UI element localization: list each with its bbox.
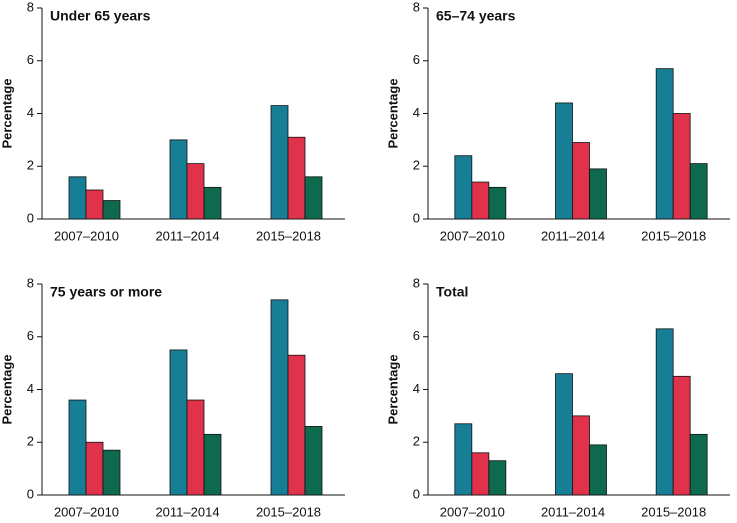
- y-tick-label: 0: [413, 486, 420, 501]
- y-tick-label: 6: [27, 328, 34, 343]
- bar: [85, 441, 104, 496]
- x-tick-label: 2015–2018: [641, 504, 706, 519]
- bar: [572, 415, 590, 496]
- y-tick-label: 8: [413, 275, 420, 290]
- y-tick-label: 6: [413, 328, 420, 343]
- panel-title: 75 years or more: [50, 284, 162, 300]
- bar: [471, 452, 490, 496]
- x-tick-label: 2007–2010: [440, 504, 505, 519]
- y-axis-label: Percentage: [0, 354, 14, 424]
- bar: [186, 399, 205, 496]
- bar: [287, 136, 306, 220]
- bar: [454, 423, 473, 496]
- bar: [186, 163, 205, 220]
- bar: [655, 328, 674, 496]
- bar: [68, 399, 87, 496]
- y-tick-label: 6: [27, 52, 34, 67]
- bar: [589, 444, 607, 496]
- y-tick-label: 0: [27, 486, 34, 501]
- panel: 0 2 4 6 8 Percentage 75 years or more 2007–2010…: [0, 275, 345, 519]
- bar: [304, 426, 323, 496]
- x-tick-label: 2011–2014: [541, 504, 605, 519]
- y-axis-label: Percentage: [385, 354, 400, 424]
- y-tick-label: 2: [413, 158, 420, 173]
- bar: [454, 155, 473, 220]
- x-tick-label: 2015–2018: [641, 228, 706, 243]
- bar: [68, 176, 87, 220]
- y-tick-label: 8: [27, 275, 34, 290]
- x-tick-label: 2011–2014: [155, 228, 219, 243]
- panel: 0 2 4 6 8 Percentage Under 65 years 2007–2010 20…: [0, 0, 345, 243]
- bar: [102, 449, 121, 496]
- bar: [488, 186, 507, 220]
- x-tick-label: 2015–2018: [256, 504, 321, 519]
- y-tick-label: 0: [27, 210, 34, 225]
- bar: [287, 354, 306, 496]
- bar: [270, 105, 289, 220]
- bar: [672, 113, 691, 220]
- bar: [488, 460, 507, 496]
- x-tick-label: 2015–2018: [256, 228, 321, 243]
- y-tick-label: 8: [27, 0, 34, 14]
- bar: [203, 433, 222, 496]
- bar: [270, 299, 289, 496]
- bar: [555, 102, 573, 220]
- panel-title: Total: [436, 284, 468, 300]
- bar: [169, 349, 188, 496]
- y-tick-label: 8: [413, 0, 420, 14]
- y-axis-label: Percentage: [0, 78, 14, 148]
- y-tick-label: 2: [27, 158, 34, 173]
- bar: [572, 142, 590, 220]
- y-axis-label: Percentage: [385, 78, 400, 148]
- bar: [689, 433, 708, 496]
- y-tick-label: 4: [27, 105, 34, 120]
- y-tick-label: 2: [27, 434, 34, 449]
- bar: [672, 375, 691, 496]
- bar: [102, 200, 121, 220]
- y-tick-label: 0: [413, 210, 420, 225]
- panel-title: Under 65 years: [50, 8, 151, 24]
- x-tick-label: 2007–2010: [440, 228, 505, 243]
- bar: [304, 176, 323, 220]
- bar: [689, 163, 708, 220]
- x-tick-label: 2011–2014: [155, 504, 219, 519]
- y-tick-label: 6: [413, 52, 420, 67]
- y-tick-label: 2: [413, 434, 420, 449]
- panel: 0 2 4 6 8 Percentage Total 2007–2010 2011–2014 20…: [385, 275, 730, 519]
- bar: [555, 373, 573, 496]
- x-tick-label: 2007–2010: [54, 228, 119, 243]
- bar: [85, 189, 104, 220]
- y-tick-label: 4: [413, 105, 420, 120]
- panel: 0 2 4 6 8 Percentage 65–74 years 2007–2010 2011–…: [385, 0, 730, 243]
- bar: [471, 181, 490, 220]
- bar: [203, 186, 222, 220]
- y-tick-label: 4: [413, 381, 420, 396]
- x-tick-label: 2007–2010: [54, 504, 119, 519]
- bar: [589, 168, 607, 220]
- bar: [655, 68, 674, 220]
- bar: [169, 139, 188, 220]
- panel-title: 65–74 years: [436, 8, 516, 24]
- y-tick-label: 4: [27, 381, 34, 396]
- x-tick-label: 2011–2014: [541, 228, 605, 243]
